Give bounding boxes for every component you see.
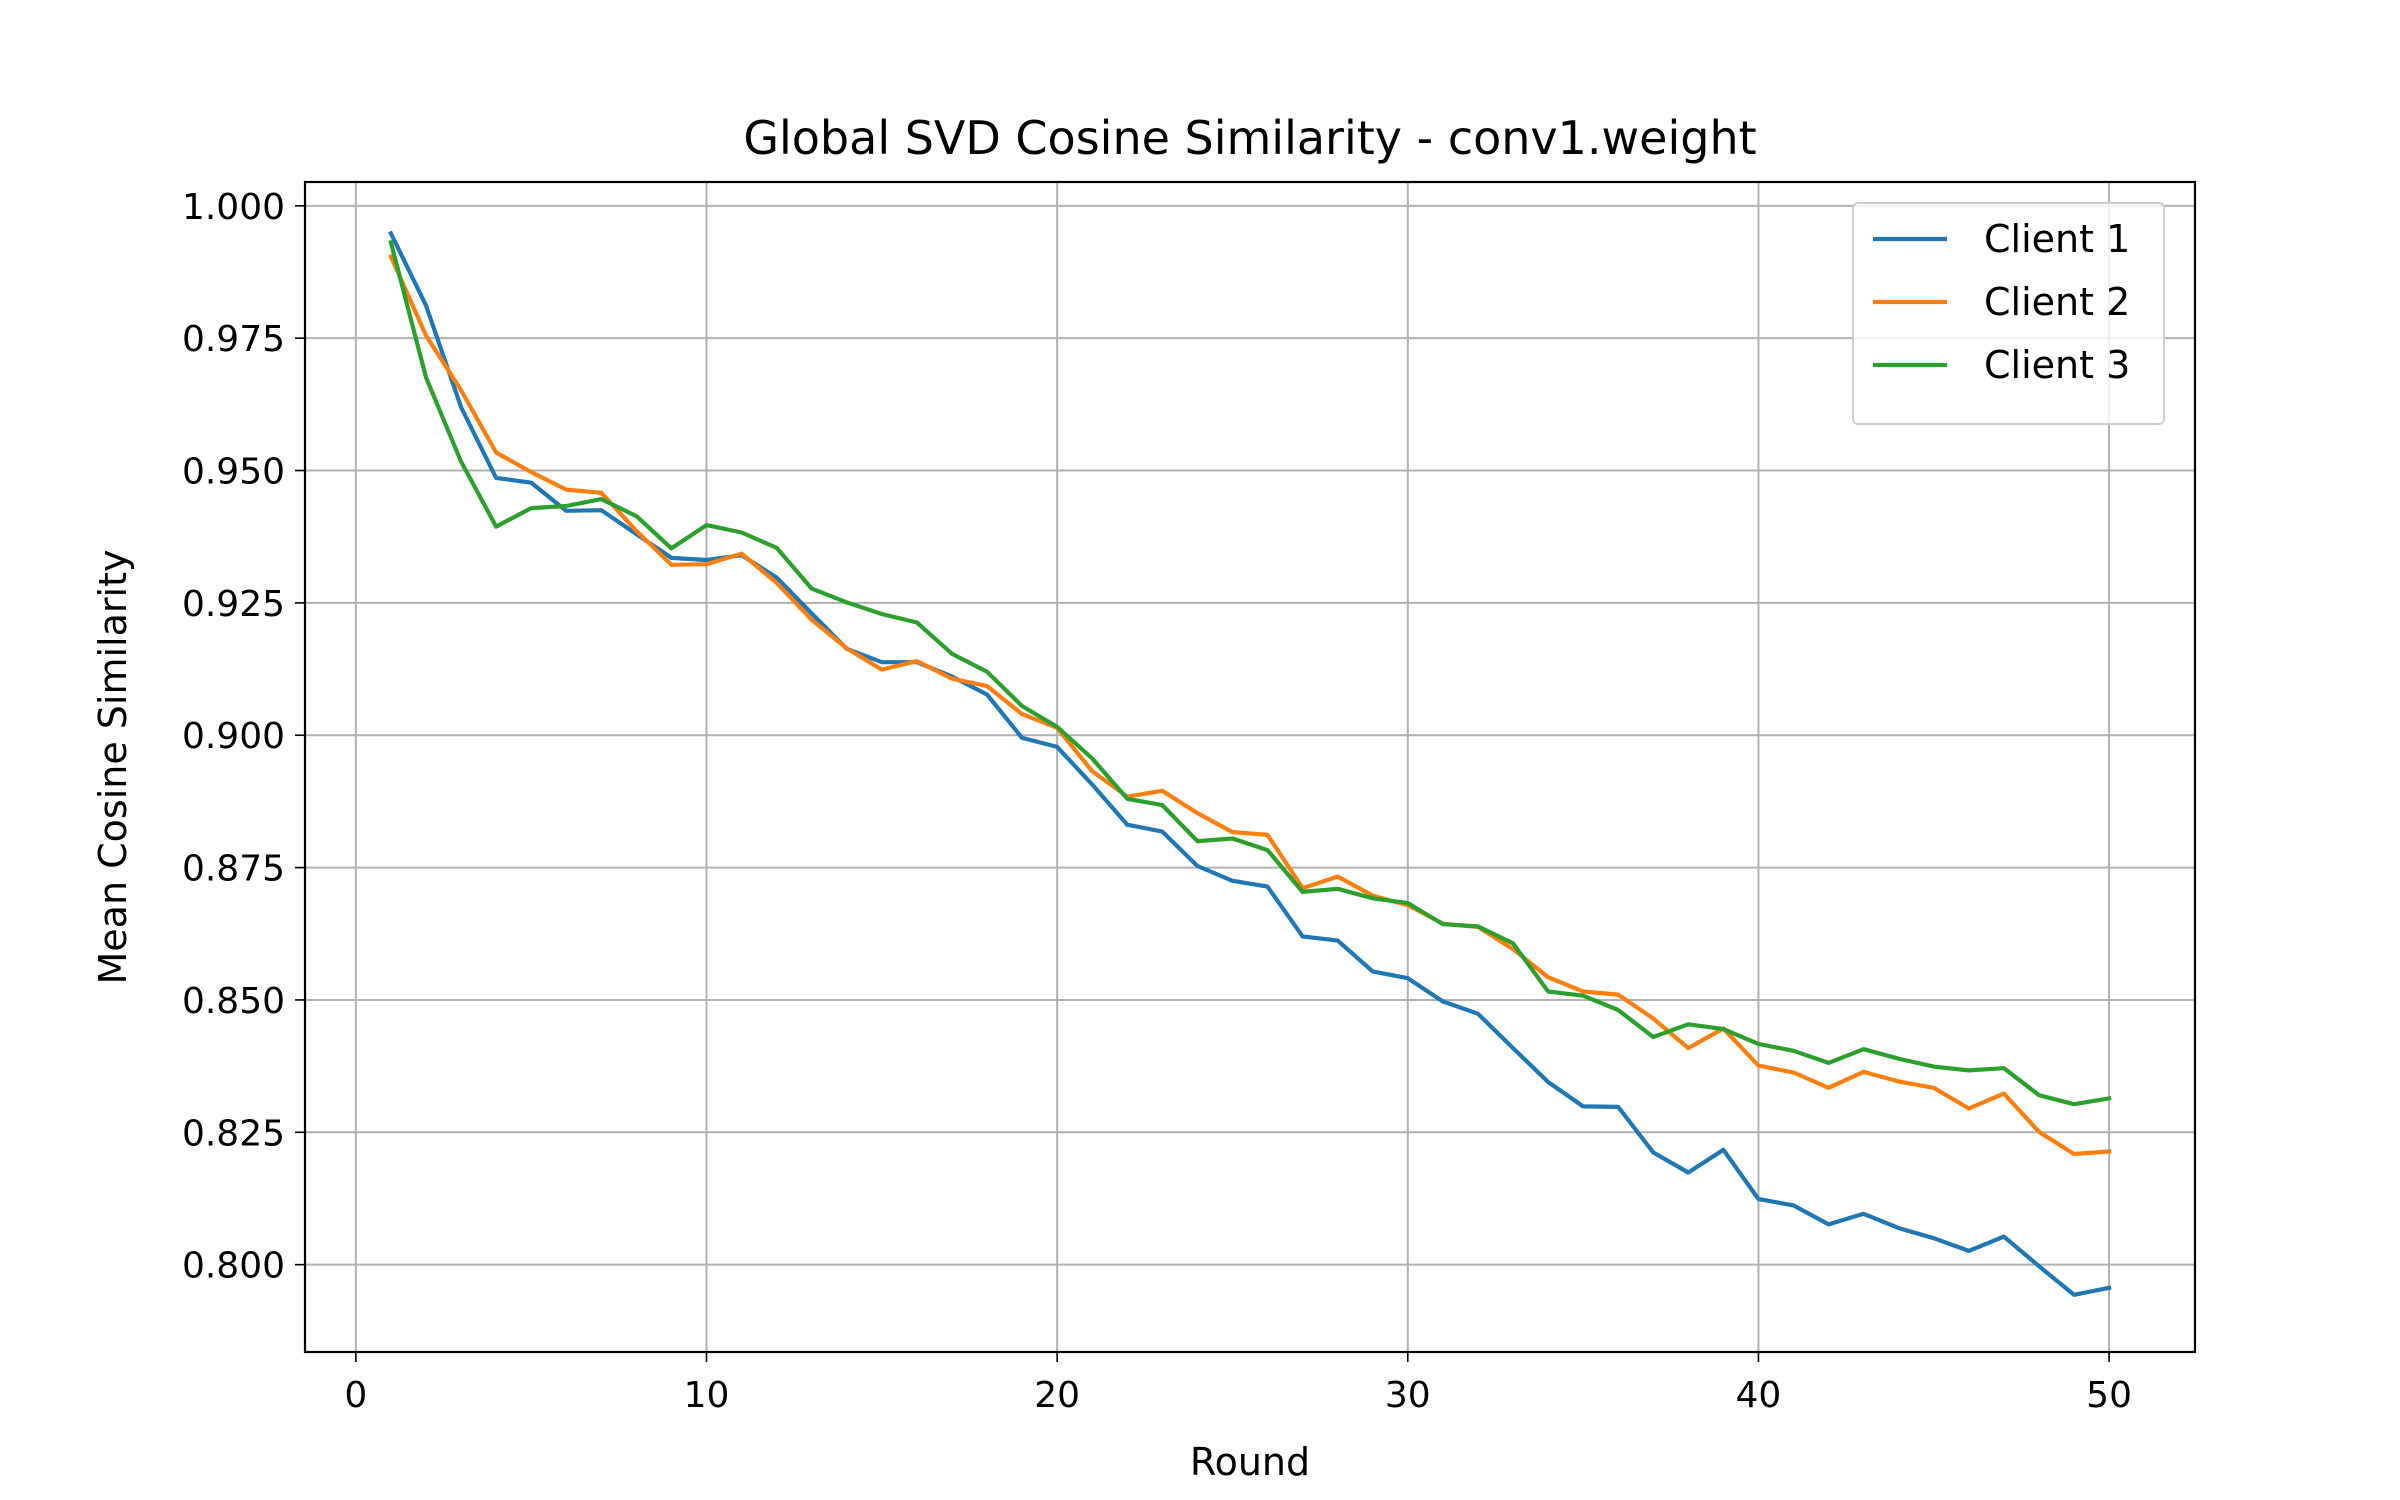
y-tick-label: 0.800	[182, 1246, 285, 1287]
y-tick-label: 0.825	[182, 1113, 285, 1154]
legend-label-client-3: Client 3	[1984, 343, 2130, 387]
legend-box	[1852, 202, 2165, 425]
y-axis-label: Mean Cosine Similarity	[91, 550, 135, 985]
y-tick-label: 0.950	[182, 452, 285, 493]
chart-title: Global SVD Cosine Similarity - conv1.wei…	[743, 111, 1756, 165]
plot-frame	[303, 180, 2197, 1354]
x-tick-label: 50	[2086, 1375, 2132, 1416]
y-tick-label: 0.850	[182, 981, 285, 1022]
y-tick-label: 0.875	[182, 849, 285, 890]
series-lines	[388, 230, 2112, 1297]
ticks: 0 10 20 30 40 50 0.800 0.825 0.850 0.875 0.900 0.92…	[182, 187, 2132, 1416]
y-tick-label: 1.000	[182, 187, 285, 228]
series-line-client-2	[388, 253, 2112, 1157]
series-line-client-3	[388, 239, 2112, 1107]
x-tick-label: 20	[1034, 1375, 1080, 1416]
x-tick-label: 10	[684, 1375, 730, 1416]
y-tick-label: 0.900	[182, 716, 285, 757]
x-tick-label: 40	[1736, 1375, 1782, 1416]
grid	[305, 182, 2195, 1352]
series-line-client-1	[388, 230, 2112, 1297]
y-tick-label: 0.925	[182, 584, 285, 625]
x-axis-label: Round	[1190, 1440, 1310, 1484]
legend-label-client-2: Client 2	[1984, 280, 2130, 324]
legend: Client 1 Client 2 Client 3	[1852, 202, 2165, 425]
legend-label-client-1: Client 1	[1984, 217, 2130, 261]
x-tick-label: 0	[344, 1375, 367, 1416]
y-tick-label: 0.975	[182, 319, 285, 360]
x-tick-label: 30	[1385, 1375, 1431, 1416]
